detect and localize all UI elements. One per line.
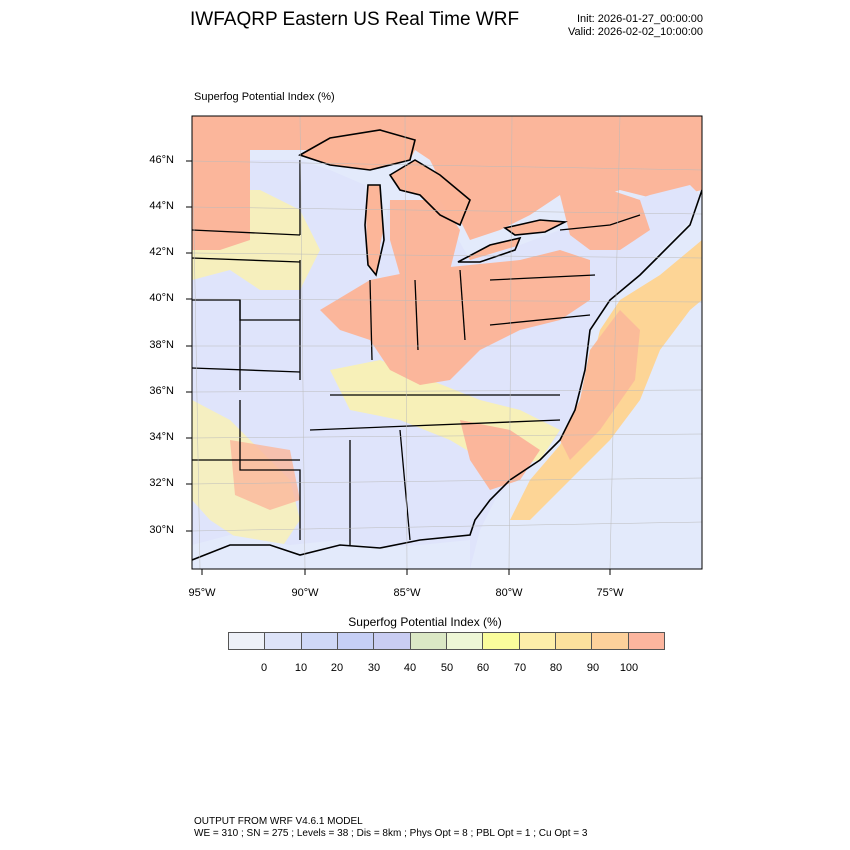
colorbar-label: 0 (260, 662, 268, 674)
michigan-high (390, 200, 460, 275)
colorbar-label: 40 (403, 662, 417, 674)
lon-label-90: 90°W (291, 587, 319, 599)
lat-label-42: 42°N (149, 246, 174, 258)
lon-label-85: 85°W (393, 587, 421, 599)
model-footer: OUTPUT FROM WRF V4.6.1 MODEL WE = 310 ; … (194, 816, 587, 840)
colorbar-swatch (374, 633, 411, 649)
valid-time: Valid: 2026-02-02_10:00:00 (568, 26, 703, 38)
graticule (192, 116, 702, 569)
lon-label-75: 75°W (596, 587, 624, 599)
colorbar-swatch (483, 633, 520, 649)
lat-label-38: 38°N (149, 339, 174, 351)
colorbar-label: 100 (619, 662, 639, 674)
lon-label-80: 80°W (495, 587, 523, 599)
colorbar-swatch (555, 633, 593, 649)
colorbar-swatch (410, 633, 447, 649)
lat-label-34: 34°N (149, 431, 174, 443)
lon-label-95: 95°W (188, 587, 216, 599)
lat-label-30: 30°N (149, 524, 174, 536)
colorbar-swatch (592, 633, 629, 649)
map-frame (191, 115, 703, 570)
footer-line-1: OUTPUT FROM WRF V4.6.1 MODEL (194, 816, 363, 827)
lake-huron (390, 160, 470, 225)
colorbar-swatch (446, 633, 484, 649)
lat-label-46: 46°N (149, 154, 174, 166)
colorbar-swatch (337, 633, 375, 649)
colorbar-label: 90 (586, 662, 600, 674)
colorbar-swatch (229, 633, 266, 649)
run-info: Init: 2026-01-27_00:00:00 Valid: 2026-02… (568, 13, 703, 39)
ohio-valley-high (320, 250, 590, 385)
map-content (192, 116, 702, 569)
lake-ontario (505, 220, 565, 235)
lake-michigan (365, 185, 384, 275)
colorbar-label: 70 (513, 662, 527, 674)
colorbar-label: 80 (549, 662, 563, 674)
coastlines (192, 129, 702, 561)
state-boundaries (192, 160, 641, 545)
colorbar-swatch (301, 633, 338, 649)
colorbar-title: Superfog Potential Index (%) (348, 615, 502, 629)
panel-title: Superfog Potential Index (%) (194, 91, 335, 103)
lat-label-36: 36°N (149, 385, 174, 397)
colorbar-label: 30 (367, 662, 381, 674)
minnesota-high (192, 150, 250, 250)
colorbar-swatch (519, 633, 556, 649)
ocean-hot-plume (560, 310, 640, 460)
colorbar-label: 60 (476, 662, 490, 674)
axis-ticks (186, 160, 611, 575)
colorbar-label: 10 (294, 662, 308, 674)
colorbar-swatch (628, 633, 664, 649)
new-york-high (560, 190, 650, 250)
colorbar-label: 20 (330, 662, 344, 674)
lat-label-44: 44°N (149, 200, 174, 212)
gulf-of-mexico (192, 535, 470, 569)
init-time: Init: 2026-01-27_00:00:00 (577, 13, 703, 25)
lat-label-40: 40°N (149, 292, 174, 304)
arkansas-high (230, 440, 300, 510)
lake-superior (300, 130, 420, 170)
page-title: IWFAQRP Eastern US Real Time WRF (190, 9, 520, 30)
colorbar-swatch (265, 633, 302, 649)
colorbar (228, 632, 665, 650)
footer-line-2: WE = 310 ; SN = 275 ; Levels = 38 ; Dis … (194, 828, 588, 839)
colorbar-label: 50 (440, 662, 454, 674)
lat-label-32: 32°N (149, 477, 174, 489)
